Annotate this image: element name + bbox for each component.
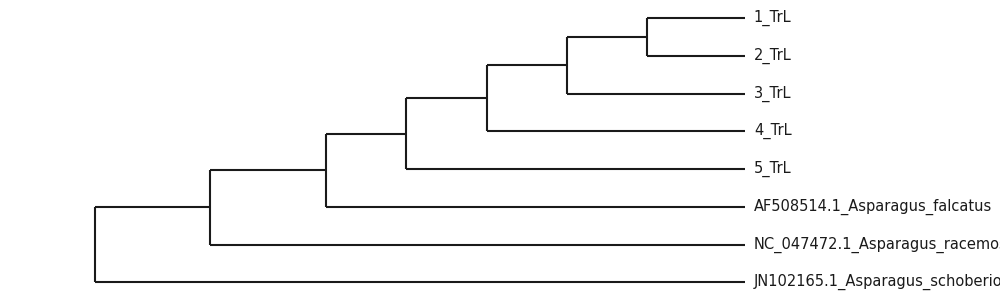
Text: AF508514.1_Asparagus_falcatus: AF508514.1_Asparagus_falcatus xyxy=(754,199,992,215)
Text: JN102165.1_Asparagus_schoberioides: JN102165.1_Asparagus_schoberioides xyxy=(754,274,1000,290)
Text: 4_TrL: 4_TrL xyxy=(754,123,792,140)
Text: 2_TrL: 2_TrL xyxy=(754,48,792,64)
Text: NC_047472.1_Asparagus_racemosus: NC_047472.1_Asparagus_racemosus xyxy=(754,237,1000,253)
Text: 1_TrL: 1_TrL xyxy=(754,10,792,26)
Text: 3_TrL: 3_TrL xyxy=(754,86,791,102)
Text: 5_TrL: 5_TrL xyxy=(754,161,792,177)
